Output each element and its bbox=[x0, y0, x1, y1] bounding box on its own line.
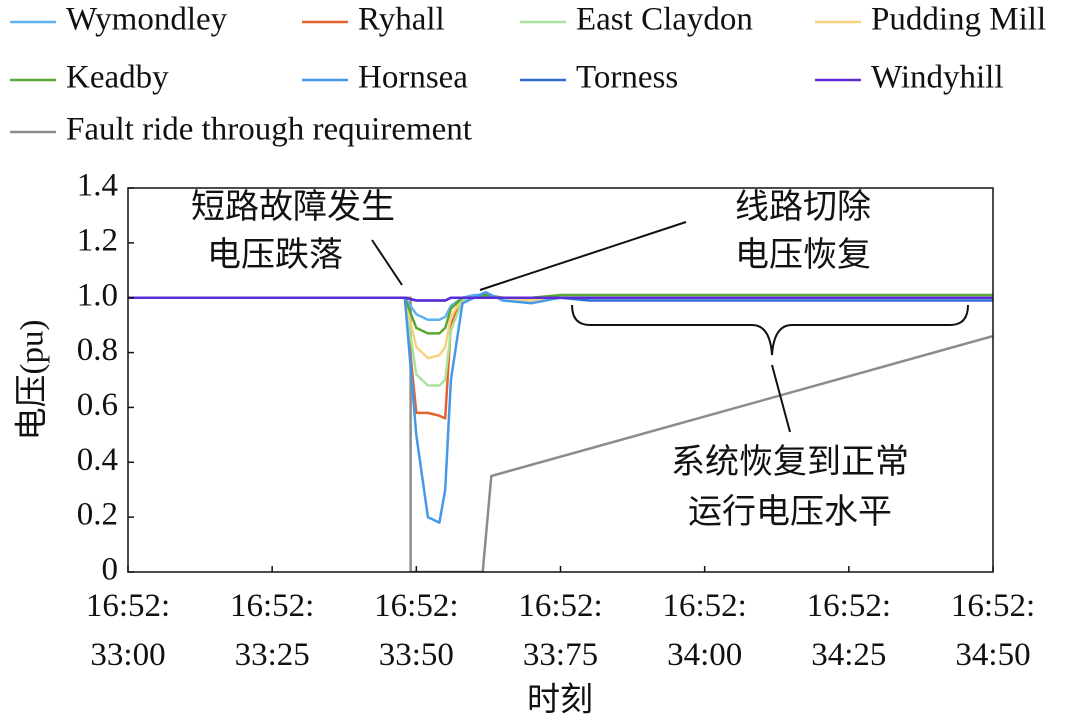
plot-area bbox=[128, 290, 993, 572]
x-tick-label: 16:52: 33:00 bbox=[86, 588, 170, 673]
y-tick-label: 0.6 bbox=[77, 387, 118, 423]
y-tick-label: 0.4 bbox=[77, 442, 118, 478]
legend-label: Fault ride through requirement bbox=[66, 112, 472, 148]
x-tick-label: 16:52: 34:50 bbox=[951, 588, 1035, 673]
series-line bbox=[128, 296, 993, 302]
y-tick-label: 0.8 bbox=[77, 332, 118, 368]
legend-label: Keadby bbox=[66, 60, 169, 96]
annotation: 运行电压水平 bbox=[688, 493, 892, 531]
series-line bbox=[128, 296, 993, 420]
annotation: 线路切除 bbox=[735, 188, 871, 226]
x-tick-label: 16:52: 34:25 bbox=[807, 588, 891, 673]
series-line bbox=[128, 290, 993, 524]
y-tick-label: 1.4 bbox=[77, 168, 118, 204]
annotation: 系统恢复到正常 bbox=[671, 443, 909, 481]
y-tick-label: 1.2 bbox=[77, 222, 118, 258]
legend-label: East Claydon bbox=[576, 2, 753, 38]
y-tick-label: 0.2 bbox=[77, 497, 118, 533]
annotation-arrow bbox=[771, 364, 791, 433]
legend-label: Pudding Mill bbox=[871, 2, 1046, 38]
x-tick-label: 16:52: 33:50 bbox=[374, 588, 458, 673]
brace bbox=[571, 304, 969, 356]
annotation: 电压恢复 bbox=[735, 236, 871, 274]
series-line bbox=[128, 293, 993, 360]
x-tick-label: 16:52: 33:25 bbox=[230, 588, 314, 673]
series-line bbox=[128, 296, 993, 572]
annotation: 短路故障发生 bbox=[191, 188, 395, 226]
y-tick-label: 0 bbox=[102, 552, 119, 588]
legend-label: Windyhill bbox=[871, 60, 1004, 96]
annotation-arrow bbox=[371, 239, 403, 286]
annotation: 电压跌落 bbox=[207, 236, 343, 274]
y-axis-label: 电压(pu) bbox=[14, 320, 51, 441]
legend-label: Wymondley bbox=[66, 2, 228, 38]
y-tick-label: 1.0 bbox=[77, 277, 118, 313]
x-tick-label: 16:52: 33:75 bbox=[518, 588, 602, 673]
x-axis-label: 时刻 bbox=[527, 682, 593, 719]
legend-label: Torness bbox=[576, 60, 678, 96]
legend-label: Hornsea bbox=[358, 60, 468, 96]
x-tick-label: 16:52: 34:00 bbox=[662, 588, 746, 673]
legend-label: Ryhall bbox=[358, 2, 445, 38]
annotation-arrow bbox=[479, 221, 687, 291]
